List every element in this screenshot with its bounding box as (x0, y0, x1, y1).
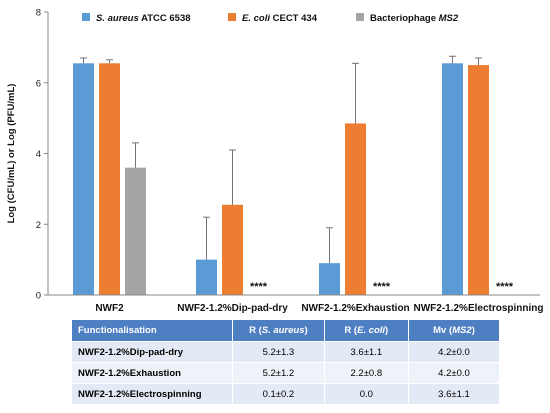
y-tick-label: 8 (36, 8, 41, 19)
bar (442, 63, 463, 296)
row-mv-ms2: 4.2±0.0 (408, 341, 500, 363)
row-name: NWF2-1.2%Exhaustion (72, 362, 234, 384)
y-axis-label: Log (CFU/mL) or Log (PFU/mL) (6, 84, 17, 224)
row-name: NWF2-1.2%Electrospinning (72, 383, 234, 404)
legend-entry: Bacteriophage MS2 (370, 13, 459, 24)
row-r-e-coli: 3.6±1.1 (324, 341, 410, 363)
row-r-s-aureus: 5.2±1.2 (232, 362, 325, 384)
bar (468, 65, 489, 295)
header-r-s-aureus: R (S. aureus) (232, 320, 325, 342)
y-tick-label: 0 (36, 291, 41, 302)
legend-entry: S. aureus ATCC 6538 (96, 13, 191, 24)
row-r-s-aureus: 0.1±0.2 (232, 383, 325, 404)
legend-swatch (356, 13, 364, 21)
row-r-s-aureus: 5.2±1.3 (232, 341, 325, 363)
y-tick-label: 6 (36, 78, 41, 89)
legend-swatch (228, 13, 236, 21)
bar (345, 123, 366, 296)
bar (125, 167, 146, 295)
y-tick-label: 2 (36, 220, 41, 231)
row-mv-ms2: 3.6±1.1 (408, 383, 500, 404)
bar-chart: S. aureus ATCC 6538 E. coli CECT 434 Bacte… (6, 8, 544, 315)
stats-table: Functionalisation R (S. aureus) R (E. co… (72, 320, 500, 404)
bar (222, 204, 243, 295)
x-category-label: NWF2-1.2%Electrospinning (413, 303, 543, 314)
row-name: NWF2-1.2%Dip-pad-dry (72, 341, 234, 363)
x-category-label: NWF2 (95, 303, 124, 314)
header-r-e-coli: R (E. coli) (324, 320, 410, 342)
header-functionalisation: Functionalisation (72, 320, 234, 342)
significance-label: **** (373, 281, 391, 293)
bar (73, 63, 94, 296)
table-row: NWF2-1.2%Dip-pad-dry 5.2±1.3 3.6±1.1 4.2… (72, 341, 500, 363)
table-row: NWF2-1.2%Electrospinning 0.1±0.2 0.0 3.6… (72, 383, 500, 404)
row-r-e-coli: 0.0 (324, 383, 410, 404)
significance-label: **** (250, 281, 268, 293)
bars: **** **** **** (73, 55, 514, 296)
bar (319, 263, 340, 295)
axes: 0 2 4 6 8 Log (CFU/mL) or Log (PFU/mL) NWF2 NWF… (6, 8, 544, 315)
legend-swatch (82, 13, 90, 21)
x-category-label: NWF2-1.2%Dip-pad-dry (177, 303, 288, 314)
bar (196, 259, 217, 295)
table-header-row: Functionalisation R (S. aureus) R (E. co… (72, 320, 500, 342)
table-row: NWF2-1.2%Exhaustion 5.2±1.2 2.2±0.8 4.2±… (72, 362, 500, 384)
significance-label: **** (496, 281, 514, 293)
bar (99, 63, 120, 296)
x-category-label: NWF2-1.2%Exhaustion (301, 303, 409, 314)
legend-entry: E. coli CECT 434 (242, 13, 318, 24)
row-mv-ms2: 4.2±0.0 (408, 362, 500, 384)
header-mv-ms2: Mv (MS2) (408, 320, 500, 342)
y-tick-label: 4 (36, 149, 41, 160)
row-r-e-coli: 2.2±0.8 (324, 362, 410, 384)
legend: S. aureus ATCC 6538 E. coli CECT 434 Bacte… (82, 13, 459, 24)
